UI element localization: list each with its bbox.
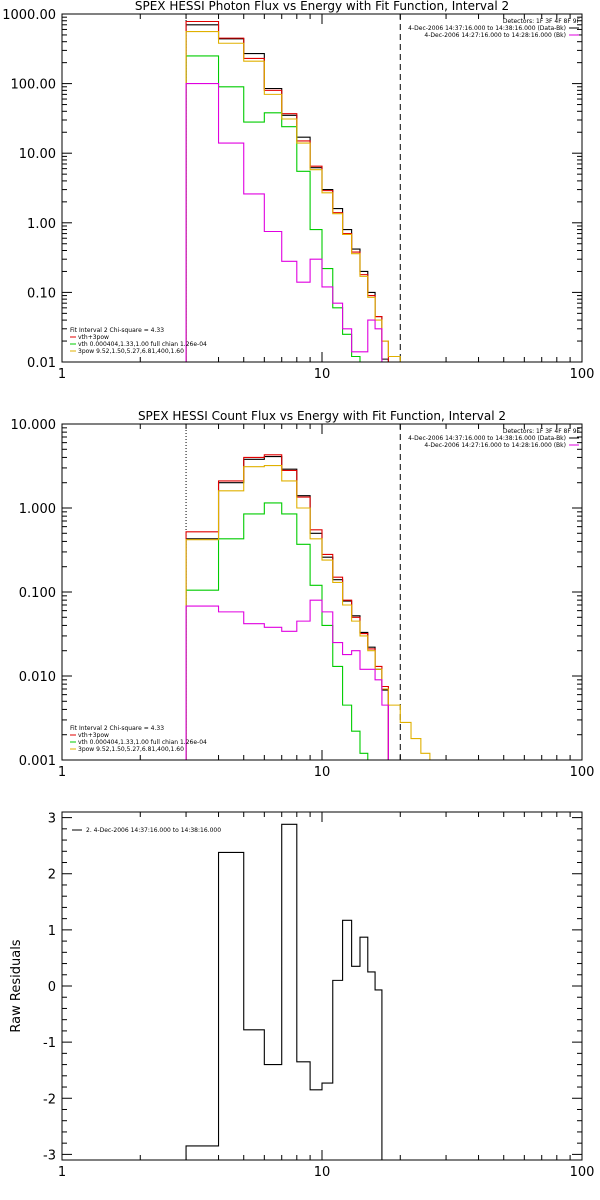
legend-entry-label: vth+3pow [78,732,109,739]
count-flux-panel: SPEX HESSI Count Flux vs Energy with Fit… [11,409,595,780]
x-tick-label: 100 [570,367,595,382]
legend-entry-label: 3pow 9.52,1.50,5.27,6.81,400,1.60 [78,746,184,753]
y-tick-label: 0.10 [27,286,56,301]
series-vth-line [185,55,361,362]
series-residual-line [185,823,389,1161]
series-vth-3pow-line [185,454,389,760]
series-vth-line [185,502,369,760]
y-tick-label: -2 [43,1092,56,1107]
plot-frame [61,13,583,363]
series-bk-line [185,83,383,362]
series-bk-line [185,599,389,760]
y-tick-label: 2 [48,868,56,883]
y-tick-label: 100.00 [11,78,57,93]
x-tick-label: 100 [570,1165,595,1180]
y-tick-label: 1.00 [27,217,56,232]
y-axis-label: Raw Residuals [9,939,24,1032]
series-data-bk-line [185,24,389,362]
legend-entry-label: 4-Dec-2006 14:37:16.000 to 14:38:16.000 … [408,435,566,442]
y-tick-label: 10.00 [19,147,56,162]
y-tick-label: 1.000 [19,502,56,517]
y-tick-label: 0 [48,980,56,995]
y-tick-label: 1000.00 [2,8,56,23]
legend-entry-label: 4-Dec-2006 14:27:16.000 to 14:28:16.000 … [424,442,566,449]
y-tick-label: 0.100 [19,586,56,601]
series-data-bk-line [185,455,389,760]
legend-entry-label: 4-Dec-2006 14:27:16.000 to 14:28:16.000 … [424,32,566,39]
y-tick-label: 0.001 [19,754,56,769]
fit-info-label: Fit Interval 2 Chi-square = 4.33 [70,327,164,334]
detectors-label: Detectors: 1F 3F 4F 8F 9F [503,18,581,25]
legend-entry-label: vth 0.000404,1.33,1.00 full chian 1.26e-… [78,739,207,746]
series-3pow-line [185,465,439,761]
legend-entry-label: vth 0.000404,1.33,1.00 full chian 1.26e-… [78,341,207,348]
x-tick-label: 100 [570,765,595,780]
legend-entry-label: 3pow 9.52,1.50,5.27,6.81,400,1.60 [78,348,184,355]
series-vth-3pow-line [185,20,389,362]
x-tick-label: 10 [314,367,331,382]
y-tick-label: -1 [43,1036,56,1051]
legend-entry-label: 4-Dec-2006 14:37:16.000 to 14:38:16.000 … [408,25,566,32]
y-tick-label: -3 [43,1148,56,1163]
y-tick-label: 1 [48,924,56,939]
plot-frame [61,423,583,761]
legend-entry-label: 2. 4-Dec-2006 14:37:16.000 to 14:38:16.0… [86,827,221,834]
x-tick-label: 1 [58,367,66,382]
photon-flux-panel: SPEX HESSI Photon Flux vs Energy with Fi… [2,0,594,382]
plot-frame [61,811,583,1161]
x-tick-label: 10 [314,765,331,780]
x-tick-label: 1 [58,1165,66,1180]
y-tick-label: 0.010 [19,670,56,685]
x-tick-label: 10 [314,1165,331,1180]
y-tick-label: 0.01 [27,356,56,371]
y-tick-label: 10.000 [11,418,57,433]
chart-title: SPEX HESSI Count Flux vs Energy with Fit… [138,409,506,423]
fit-info-label: Fit Interval 2 Chi-square = 4.33 [70,725,164,732]
chart-title: SPEX HESSI Photon Flux vs Energy with Fi… [135,0,509,13]
series-3pow-line [185,30,401,362]
detectors-label: Detectors: 1F 3F 4F 8F 9F [503,428,581,435]
legend-entry-label: vth+3pow [78,334,109,341]
x-tick-label: 1 [58,765,66,780]
residuals-panel: 1 10 100 -3 -2 -1 0 1 2 3 Raw Residuals 2. 4-Dec-20… [9,811,595,1180]
y-tick-label: 3 [48,812,56,827]
